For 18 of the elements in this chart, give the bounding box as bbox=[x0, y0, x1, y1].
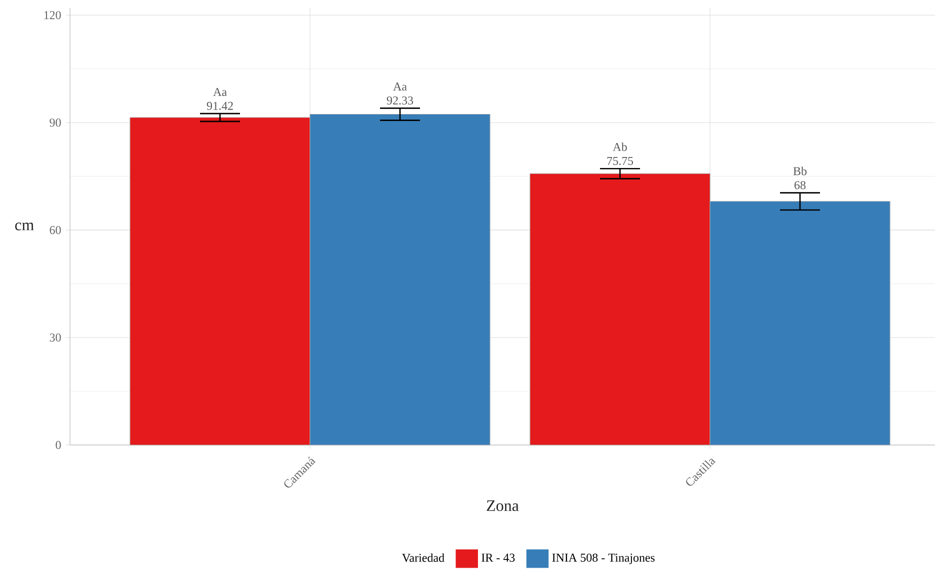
legend-title: Variedad bbox=[402, 553, 444, 562]
data-label: 75.75 bbox=[607, 157, 634, 166]
annotation: Aa bbox=[213, 88, 227, 96]
legend-label: INIA 508 - Tinajones bbox=[552, 554, 655, 564]
legend-label: IR - 43 bbox=[482, 554, 515, 562]
y-axis-title: cm bbox=[15, 222, 34, 230]
annotation: Bb bbox=[793, 166, 807, 176]
y-tick-label: 30 bbox=[50, 333, 61, 342]
y-tick-label: 0 bbox=[56, 440, 61, 450]
x-axis-title: Zona bbox=[486, 500, 519, 512]
y-tick-label: 120 bbox=[44, 11, 61, 20]
y-tick-label: 60 bbox=[50, 226, 61, 234]
data-label: 91.42 bbox=[206, 102, 233, 110]
y-tick-label: 90 bbox=[50, 118, 61, 127]
data-label: 68 bbox=[794, 181, 806, 190]
annotation: Ab bbox=[612, 142, 627, 152]
data-label: 92.33 bbox=[386, 96, 414, 105]
annotation: Aa bbox=[393, 82, 407, 91]
